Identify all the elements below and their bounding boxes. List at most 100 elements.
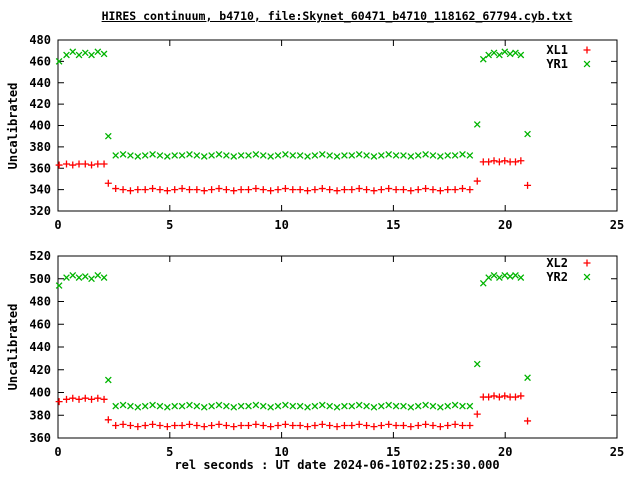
bottom-point-YR2 [127,402,134,410]
bottom-point-XL2 [318,420,326,428]
top-point-YR1 [215,150,223,158]
bottom-point-XL2 [511,393,519,401]
bottom-point-XL2 [81,394,89,402]
bottom-point-YR2 [370,403,378,411]
top-point-YR1 [134,153,142,160]
top-point-XL1 [466,186,474,194]
bottom-y-tick-label: 380 [29,408,51,422]
top-point-XL1 [392,186,400,194]
top-legend-label-XL1: XL1 [546,43,568,57]
top-point-XL1 [377,186,385,194]
bottom-point-XL2 [69,394,77,402]
top-point-XL1 [200,187,208,195]
bottom-point-XL2 [311,421,319,429]
top-point-YR1 [311,152,319,159]
top-point-YR1 [392,152,400,159]
bottom-point-XL2 [458,421,466,429]
bottom-point-YR2 [289,402,297,410]
top-point-XL1 [422,185,430,193]
top-y-tick-label: 340 [29,183,51,197]
top-point-YR1 [479,55,487,63]
bottom-point-YR2 [267,403,275,411]
top-point-YR1 [370,153,378,160]
top-point-YR1 [237,152,245,159]
bottom-point-XL2 [340,421,348,429]
top-point-YR1 [444,152,452,159]
top-point-YR1 [63,51,70,59]
bottom-legend-label-YR2: YR2 [546,270,568,284]
top-point-XL1 [193,186,201,194]
bottom-point-XL2 [385,420,393,428]
top-point-YR1 [512,49,519,57]
bottom-point-XL2 [119,420,127,428]
top-point-YR1 [318,150,326,158]
bottom-point-XL2 [88,395,96,403]
bottom-x-tick-label: 25 [610,445,624,459]
bottom-point-XL2 [156,421,164,429]
bottom-point-YR2 [178,402,186,410]
bottom-point-XL2 [296,421,304,429]
top-point-XL1 [237,186,245,194]
bottom-y-tick-label: 520 [29,249,51,263]
top-point-XL1 [444,186,452,194]
bottom-point-YR2 [55,282,63,289]
top-point-XL1 [141,186,149,194]
bottom-point-XL2 [392,421,400,429]
bottom-point-YR2 [490,271,498,279]
bottom-point-YR2 [141,402,149,410]
top-point-YR1 [178,152,186,159]
top-point-XL1 [81,160,89,168]
top-point-YR1 [501,48,509,56]
top-point-XL1 [333,187,341,195]
top-point-YR1 [355,150,363,158]
bottom-point-XL2 [193,421,201,429]
bottom-point-XL2 [215,420,223,428]
top-point-YR1 [363,152,370,159]
bottom-point-YR2 [88,275,95,283]
top-point-XL1 [436,187,444,195]
bottom-point-XL2 [171,421,179,429]
top-point-YR1 [341,152,348,159]
bottom-point-XL2 [267,423,275,431]
top-point-YR1 [436,153,444,160]
top-y-tick-label: 380 [29,140,51,154]
bottom-point-XL2 [436,423,444,431]
bottom-point-YR2 [377,402,385,410]
top-y-tick-label: 440 [29,76,51,90]
top-point-YR1 [69,48,77,56]
bottom-point-YR2 [311,402,319,410]
top-point-YR1 [156,152,164,159]
bottom-point-XL2 [104,416,112,424]
top-point-XL1 [94,160,102,168]
top-point-XL1 [104,179,112,187]
bottom-point-XL2 [141,421,149,429]
top-point-YR1 [385,150,393,158]
top-point-XL1 [274,186,282,194]
bottom-point-YR2 [171,402,179,410]
bottom-point-YR2 [69,271,77,279]
bottom-point-XL2 [237,421,245,429]
bottom-point-XL2 [363,421,371,429]
bottom-point-XL2 [348,421,356,429]
bottom-point-YR2 [193,402,201,410]
bottom-point-YR2 [149,401,156,409]
bottom-point-XL2 [112,421,120,429]
top-point-YR1 [171,152,179,159]
bottom-point-XL2 [422,420,430,428]
top-point-XL1 [501,157,509,165]
bottom-point-YR2 [341,402,348,410]
bottom-point-YR2 [392,402,400,410]
top-y-tick-label: 320 [29,204,51,218]
top-point-YR1 [414,152,422,159]
top-point-XL1 [511,158,519,166]
top-point-YR1 [485,51,493,59]
top-point-XL1 [407,187,415,195]
top-point-YR1 [274,152,282,159]
bottom-point-XL2 [333,423,341,431]
top-point-XL1 [318,185,326,193]
top-point-YR1 [400,152,407,159]
bottom-point-YR2 [444,402,452,410]
bottom-point-YR2 [230,403,238,411]
bottom-point-YR2 [348,402,356,410]
